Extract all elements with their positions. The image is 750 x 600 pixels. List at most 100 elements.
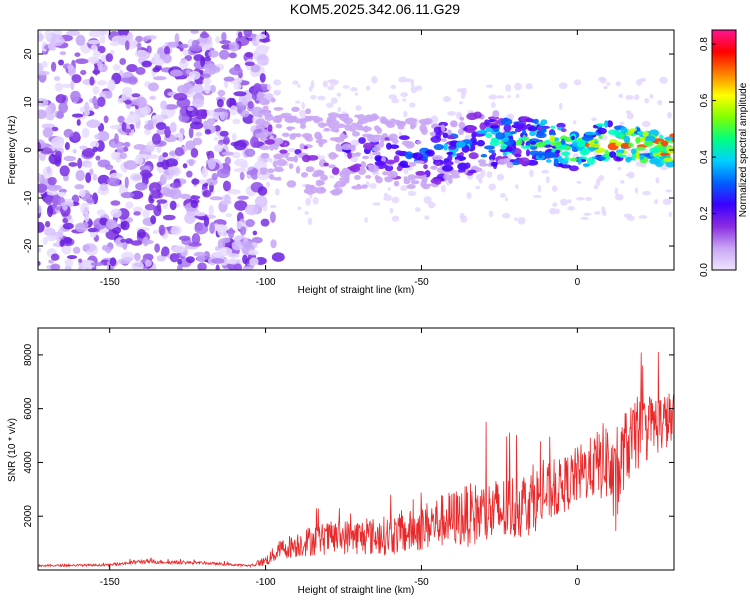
spectrogram-signal-blob <box>442 132 449 139</box>
spectrogram-noise-blob <box>122 86 133 95</box>
spectrogram-faint-blob <box>551 185 558 193</box>
spectrogram-noise-blob <box>208 204 214 216</box>
spectrogram-signal-blob <box>361 133 374 138</box>
spectrogram-faint-blob <box>269 204 277 209</box>
spectrogram-signal-blob <box>341 143 353 151</box>
spectrogram-signal-blob <box>530 141 537 145</box>
spectrogram-signal-blob <box>491 152 497 157</box>
spectrogram-noise-blob <box>79 189 86 198</box>
spectrogram-signal-blob <box>381 118 389 124</box>
spectrogram-faint-blob <box>619 121 625 126</box>
spectrogram-noise-blob <box>160 100 168 110</box>
spectrogram-signal-blob <box>258 113 263 118</box>
spectrogram-faint-blob <box>634 187 639 194</box>
spectrogram-signal-blob <box>488 149 496 153</box>
spectrogram-signal-blob <box>510 130 517 135</box>
spectrogram-noise-blob <box>220 200 232 205</box>
colorbar-frame <box>711 29 737 271</box>
spectrogram-noise-blob <box>260 218 270 227</box>
spectrogram-noise-blob <box>152 76 167 81</box>
spectrogram-noise-blob <box>70 80 75 91</box>
spectrogram-signal-blob <box>440 124 446 133</box>
spectrogram-faint-blob <box>369 152 374 160</box>
spectrogram-noise-blob <box>250 64 261 73</box>
spectrogram-signal-blob <box>331 167 340 175</box>
spectrogram-noise-blob <box>97 45 106 54</box>
spectrogram-faint-blob <box>292 80 299 85</box>
spectrogram-faint-blob <box>478 177 483 184</box>
spectrogram-noise-blob <box>38 221 45 233</box>
spectrogram-signal-blob <box>495 132 506 140</box>
spectrogram-noise-blob <box>38 183 48 193</box>
spectrogram-signal-blob <box>529 131 537 137</box>
spectrogram-faint-blob <box>486 171 493 179</box>
spectrogram-noise-blob <box>125 201 134 209</box>
spectrogram-noise-blob <box>106 176 120 187</box>
spectrogram-noise-blob <box>54 82 63 92</box>
spectrogram-signal-blob <box>464 129 476 134</box>
spectrogram-signal-blob <box>604 149 610 158</box>
spectrogram-noise-blob <box>254 195 268 208</box>
spectrogram-faint-blob <box>274 188 280 196</box>
spectrogram-signal-blob <box>561 151 571 157</box>
spectrogram-faint-blob <box>626 112 634 120</box>
spectrogram-noise-blob <box>54 150 62 161</box>
spectrogram-noise-blob <box>233 167 247 173</box>
spectrogram-noise-blob <box>169 253 179 263</box>
spectrogram-signal-blob <box>477 159 487 164</box>
spectrogram-faint-blob <box>515 184 519 189</box>
spectrogram-signal-blob <box>357 114 366 121</box>
spectrogram-signal-blob <box>347 166 357 171</box>
y-tick-label: 10 <box>23 96 34 108</box>
spectrogram-faint-blob <box>572 120 577 125</box>
spectrogram-noise-blob <box>245 52 254 58</box>
spectrogram-signal-blob <box>471 140 478 146</box>
spectrogram-noise-blob <box>44 30 52 41</box>
spectrogram-signal-blob <box>299 143 306 150</box>
spectrogram-signal-blob <box>484 119 490 126</box>
spectrogram-signal-blob <box>273 167 284 172</box>
spectrogram-signal-blob <box>303 145 308 150</box>
spectrogram-noise-blob <box>104 164 114 171</box>
spectrogram-noise-blob <box>81 127 90 139</box>
spectrogram-signal-blob <box>260 152 270 159</box>
spectrogram-noise-blob <box>196 255 206 263</box>
spectrogram-noise-blob <box>46 235 57 242</box>
spectrogram-signal-blob <box>301 154 311 163</box>
spectrogram-signal-blob <box>550 125 556 129</box>
spectrogram-faint-blob <box>615 81 622 87</box>
spectrogram-signal-blob <box>379 140 385 148</box>
spectrogram-signal-blob <box>360 161 367 169</box>
spectrogram-noise-blob <box>124 40 130 51</box>
spectrogram-noise-blob <box>242 266 253 270</box>
spectrogram-noise-blob <box>174 32 180 45</box>
spectrogram-noise-blob <box>243 30 253 38</box>
spectrogram-noise-blob <box>225 213 233 218</box>
spectrogram-noise-blob <box>123 141 131 148</box>
spectrogram-noise-blob <box>71 113 84 118</box>
spectrogram-blobs <box>38 30 674 270</box>
spectrogram-noise-blob <box>215 224 228 233</box>
snr-x-label: Height of straight line (km) <box>298 585 415 596</box>
spectrogram-noise-blob <box>173 133 183 138</box>
spectrogram-noise-blob <box>216 168 231 179</box>
spectrogram-signal-blob <box>365 175 372 179</box>
spectrogram-signal-blob <box>586 157 596 166</box>
spectrogram-noise-blob <box>99 183 109 192</box>
spectrogram-noise-blob <box>68 162 78 167</box>
spectrogram-noise-blob <box>163 168 174 180</box>
spectrogram-signal-blob <box>368 164 380 173</box>
spectrogram-signal-blob <box>620 126 628 134</box>
spectrogram-noise-blob <box>130 240 143 246</box>
spectrogram-noise-blob <box>179 58 189 69</box>
x-tick-label: 0 <box>575 577 581 588</box>
spectrogram-signal-blob <box>577 157 582 165</box>
spectrogram-signal-blob <box>473 111 482 119</box>
spectrogram-signal-blob <box>664 136 674 141</box>
spectrogram-signal-blob <box>598 134 603 140</box>
spectrogram-noise-blob <box>81 259 96 269</box>
spectrogram-faint-blob <box>559 102 563 110</box>
spectrogram-faint-blob <box>317 155 326 161</box>
spectrogram-faint-blob <box>294 100 301 104</box>
colorbar-gradient <box>712 30 736 270</box>
